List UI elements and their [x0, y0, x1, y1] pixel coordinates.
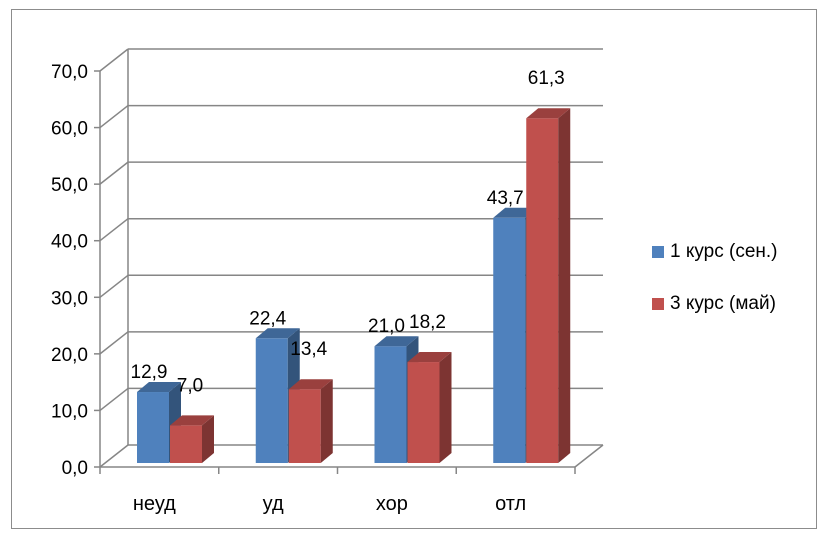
legend-swatch-series-1	[652, 246, 664, 258]
grid-diagonal	[99, 274, 129, 298]
bar-top-1-неуд	[137, 382, 181, 393]
y-tick-label: 30,0	[51, 288, 88, 309]
data-label: 22,4	[249, 308, 286, 329]
x-tick-label: хор	[376, 493, 408, 515]
bar-2-неуд	[170, 425, 202, 463]
bar-1-неуд	[137, 392, 169, 463]
bar-side-2-хор	[439, 352, 452, 463]
bar-top-2-хор	[407, 352, 452, 363]
y-tick-label: 60,0	[51, 119, 88, 140]
x-tick-label: уд	[263, 493, 284, 515]
data-label: 21,0	[368, 316, 405, 337]
y-tick-label: 20,0	[51, 345, 88, 366]
data-label: 12,9	[131, 362, 168, 383]
y-tick-label: 40,0	[51, 232, 88, 253]
legend-item-series-1: 1 курс (сен.)	[652, 238, 778, 266]
legend: 1 курс (сен.) 3 курс (май)	[652, 238, 778, 342]
data-label: 61,3	[528, 68, 565, 89]
y-tick-label: 70,0	[51, 62, 88, 83]
bar-top-2-отл	[526, 108, 571, 119]
grid-diagonal	[99, 444, 129, 468]
bar-side-2-неуд	[202, 415, 214, 463]
floor-edge	[574, 444, 604, 468]
bar-2-хор	[407, 362, 440, 463]
bar-2-уд	[288, 389, 321, 463]
data-label: 7,0	[177, 375, 203, 396]
data-label: 18,2	[409, 312, 446, 333]
grid-diagonal	[99, 387, 129, 412]
legend-label-series-2: 3 курс (май)	[670, 293, 776, 314]
legend-item-series-2: 3 курс (май)	[652, 290, 778, 318]
bar-top-1-уд	[255, 328, 300, 339]
legend-label-series-1: 1 курс (сен.)	[670, 241, 778, 262]
grid-diagonal	[99, 331, 129, 355]
bar-side-2-отл	[558, 108, 571, 464]
grid-diagonal	[99, 104, 129, 129]
bar-1-уд	[255, 338, 288, 463]
x-tick-label: неуд	[133, 493, 176, 515]
legend-swatch-series-2	[652, 298, 664, 310]
y-tick-label: 0,0	[62, 458, 88, 479]
bar-2-отл	[526, 118, 559, 464]
y-tick-label: 10,0	[51, 401, 88, 422]
data-label: 13,4	[290, 339, 327, 360]
data-label: 43,7	[487, 188, 524, 209]
bar-1-хор	[374, 346, 407, 463]
bar-top-1-хор	[374, 336, 419, 347]
grid-diagonal	[99, 48, 129, 72]
y-tick-label: 50,0	[51, 175, 88, 196]
grid-diagonal	[99, 218, 129, 242]
bar-1-отл	[493, 217, 526, 463]
bar-top-2-неуд	[170, 415, 214, 426]
x-tick-label: отл	[495, 493, 526, 515]
bar-top-2-уд	[288, 379, 333, 390]
grid-diagonal	[99, 161, 129, 185]
bar-side-2-уд	[320, 379, 333, 463]
